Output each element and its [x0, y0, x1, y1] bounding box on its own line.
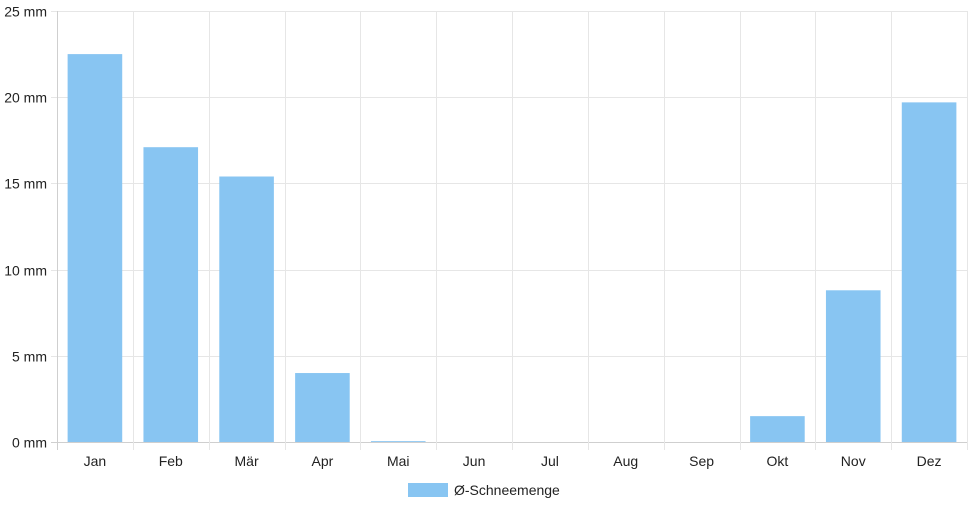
x-tick-label: Jun: [463, 453, 486, 469]
x-axis-ticks: Jan Feb Mär Apr Mai Jun Jul Aug Sep Okt Nov Dez: [84, 453, 942, 469]
bar-okt[interactable]: [750, 416, 805, 442]
x-tick-label: Mai: [387, 453, 410, 469]
y-axis-ticks: 0 mm 5 mm 10 mm 15 mm 20 mm 25 mm: [4, 4, 47, 451]
bar-mai[interactable]: [370, 441, 426, 442]
x-tick-label: Jan: [84, 453, 107, 469]
x-tick-label: Apr: [312, 453, 334, 469]
bar-dez[interactable]: [901, 102, 957, 442]
legend-label[interactable]: Ø-Schneemenge: [454, 482, 560, 498]
x-tick-label: Feb: [159, 453, 183, 469]
bar-nov[interactable]: [825, 290, 881, 442]
y-tick-label: 10 mm: [4, 263, 47, 279]
bar-jan[interactable]: [67, 54, 123, 442]
y-tick-label: 5 mm: [12, 349, 47, 365]
x-tick-label: Okt: [767, 453, 789, 469]
x-tick-label: Aug: [613, 453, 638, 469]
y-tick-label: 0 mm: [12, 435, 47, 451]
x-tick-label: Nov: [841, 453, 866, 469]
y-tick-label: 15 mm: [4, 176, 47, 192]
x-tick-label: Sep: [689, 453, 714, 469]
bar-feb[interactable]: [143, 147, 199, 443]
legend[interactable]: Ø-Schneemenge: [408, 482, 560, 498]
bars: [67, 54, 957, 443]
bar-mär[interactable]: [219, 176, 274, 442]
x-tick-label: Jul: [541, 453, 559, 469]
legend-swatch[interactable]: [408, 483, 448, 497]
x-tick-label: Mär: [235, 453, 259, 469]
grid: [51, 11, 968, 450]
y-tick-label: 20 mm: [4, 90, 47, 106]
bar-apr[interactable]: [295, 373, 350, 442]
x-tick-label: Dez: [917, 453, 942, 469]
y-tick-label: 25 mm: [4, 4, 47, 20]
